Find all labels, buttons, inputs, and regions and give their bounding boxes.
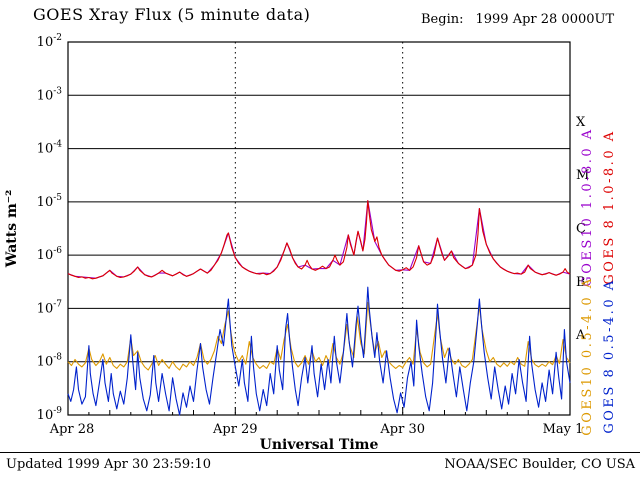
flux-class-label-m: M	[576, 168, 589, 183]
begin-value: 1999 Apr 28 0000UT	[475, 12, 615, 27]
channel-label-goes10-1-0-8-0-a: GOES10 1.0-8.0 A	[580, 127, 595, 286]
channel-label-goes10-0-5-4-0-a: GOES10 0.5-4.0 A	[580, 276, 595, 435]
x-tick-label: May 1	[543, 422, 584, 437]
begin-label: Begin:	[421, 12, 464, 27]
flux-class-label-b: B	[576, 275, 586, 290]
y-tick-label: 10-6	[37, 246, 63, 263]
flux-class-label-c: C	[576, 222, 586, 237]
y-tick-label: 10-7	[37, 299, 63, 316]
channel-label-goes-8-1-0-8-0-a: GOES 8 1.0-8.0 A	[602, 129, 617, 284]
y-tick-label: 10-4	[37, 140, 63, 157]
begin-timestamp: Begin: 1999 Apr 28 0000UT	[421, 12, 614, 27]
x-tick-label: Apr 29	[212, 422, 258, 437]
flux-class-label-x: X	[576, 115, 586, 130]
series-goes10-1-0-8-0-a	[67, 200, 571, 279]
updated-timestamp: Updated 1999 Apr 30 23:59:10	[6, 457, 212, 472]
y-tick-label: 10-5	[37, 193, 63, 210]
y-tick-label: 10-2	[37, 33, 62, 50]
channel-label-goes-8-0-5-4-0-a: GOES 8 0.5-4.0 A	[602, 278, 617, 433]
y-axis-title: Watts m⁻²	[4, 190, 20, 269]
y-tick-label: 10-3	[37, 86, 63, 103]
footer-divider	[0, 452, 640, 453]
series-goes10-0-5-4-0-a	[67, 301, 571, 371]
x-axis-title: Universal Time	[260, 437, 379, 453]
x-tick-label: Apr 30	[379, 422, 425, 437]
y-tick-label: 10-9	[37, 406, 63, 423]
page-title: GOES Xray Flux (5 minute data)	[33, 5, 311, 24]
x-tick-label: Apr 28	[49, 422, 95, 437]
series-goes-8-1-0-8-0-a	[67, 200, 571, 280]
y-tick-label: 10-8	[37, 353, 63, 370]
flux-class-label-a: A	[575, 328, 586, 343]
noaa-credit: NOAA/SEC Boulder, CO USA	[444, 457, 635, 472]
series-goes-8-0-5-4-0-a	[67, 286, 571, 416]
